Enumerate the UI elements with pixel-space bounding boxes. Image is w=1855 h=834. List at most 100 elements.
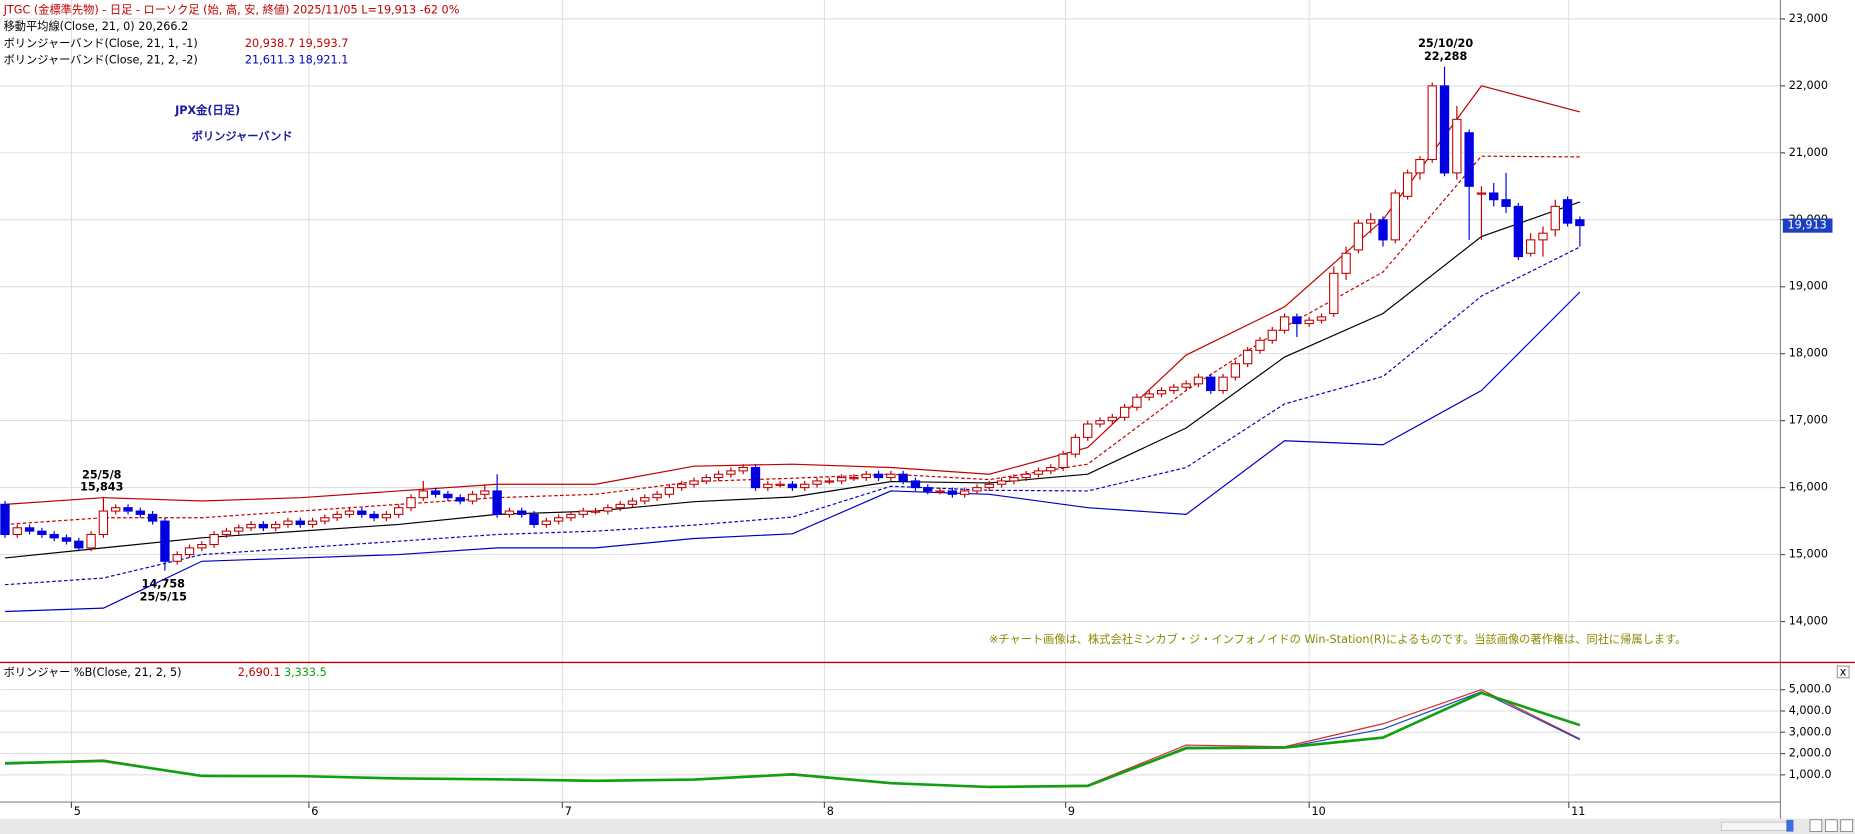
candle-body [1353,222,1364,251]
candle-body [590,510,601,513]
candle-body [750,466,761,489]
candle-body [1070,436,1081,455]
legend-text: 移動平均線(Close, 21, 0) 20,266.2 [4,19,189,33]
candle-body [1341,252,1351,274]
candle-body [234,527,244,532]
candle-body [86,533,96,549]
zoom-button[interactable] [1825,819,1838,832]
candle-body [615,503,625,509]
candle-body [1083,423,1093,438]
last-price-label: 19,913 [1788,219,1827,232]
y-tick-label: 16,000 [1789,481,1828,494]
indicator-title: ボリンジャー %B(Close, 21, 2, 5) [4,666,182,679]
series-line [4,246,1581,586]
grid-layer [0,0,1781,803]
candle-body [1156,389,1167,395]
candle-body [1538,232,1548,241]
candle-body [1021,473,1031,479]
candle-body [1304,319,1314,325]
copyright-note: ※チャート画像は、株式会社ミンカブ・ジ・インフォノイドの Win-Station… [989,632,1686,646]
candle-body [12,527,22,536]
chart-title: JTGC (金標準先物) - 日足 - ローソク足 (始, 高, 安, 終値) … [3,3,460,17]
y-tick-label: 18,000 [1789,347,1828,360]
candle-body [873,473,884,479]
series-line [4,85,1581,505]
candle-body [738,466,748,472]
annotation: 25/5/8 [82,469,122,482]
candle-body [701,477,711,482]
candle-body [1267,329,1277,341]
y-tick-label: 15,000 [1789,548,1828,561]
candle-body [135,510,145,515]
candle-body [677,483,687,489]
candle-body [1255,339,1265,351]
y-tick-label: 4,000.0 [1789,704,1832,717]
candle-body [1501,199,1511,207]
legend-value: 21,611.3 18,921.1 [245,53,348,66]
scrollbar[interactable] [0,818,1855,834]
candle-body [1316,316,1327,321]
y-tick-label: 23,000 [1789,12,1828,25]
candle-body [886,473,896,479]
y-tick-label: 2,000.0 [1789,747,1832,760]
candle-body [492,490,502,515]
candle-body [603,507,613,512]
legend-value: 20,938.7 19,593.7 [245,37,348,50]
candle-body [307,520,318,525]
scroll-thumb[interactable] [1786,819,1794,832]
legend-text: ボリンジャーバンド(Close, 21, 2, -2) [4,53,198,66]
overlay-title: JPX金(日足) [174,103,240,117]
candle-body [1144,393,1154,398]
annotation: 25/10/20 [1418,37,1473,50]
overlay-subtitle: ボリンジャーバンド [192,129,293,143]
y-tick-label: 21,000 [1789,146,1828,159]
candle-body [332,513,342,519]
candle-body [861,473,871,479]
candle-body [947,490,958,495]
candle-body [775,483,785,486]
candle-body [1218,376,1228,392]
candle-body [111,507,121,512]
x-tick-label: 11 [1571,805,1585,818]
candle-body [1046,466,1056,472]
scroll-slider[interactable] [1720,821,1793,831]
candle-body [1181,383,1191,388]
candle-body [1366,219,1376,224]
candle-body [258,523,269,529]
x-tick-label: 8 [827,805,834,818]
candle-body [197,543,207,549]
close-icon[interactable]: x [1840,666,1847,679]
candle-body [1390,192,1400,241]
candle-body [1476,192,1487,195]
candle-body [283,520,293,525]
candle-body [640,497,650,502]
candle-body [627,500,638,505]
candle-body [37,530,47,536]
candle-body [1452,118,1462,174]
series-line [4,201,1581,559]
candle-body [381,513,392,519]
x-tick-label: 5 [74,805,81,818]
candle-body [566,513,576,519]
candle-body [1378,219,1388,241]
zoom-button[interactable] [1840,819,1853,832]
candle-body [160,520,170,562]
candle-body [787,483,798,489]
indicator-value: 3,333.5 [284,666,327,679]
candle-body [295,520,305,525]
x-tick-label: 6 [311,805,318,818]
candle-body [541,520,552,525]
candle-body [553,517,564,522]
x-tick-label: 7 [565,805,572,818]
series-line [4,155,1580,526]
legend-text: ボリンジャーバンド(Close, 21, 1, -1) [4,37,198,50]
close-button[interactable] [1836,665,1850,679]
indicator-value: 2,690.1 [238,666,281,679]
candle-body [652,493,662,499]
zoom-button[interactable] [1809,819,1823,832]
y-tick-label: 19,000 [1789,280,1828,293]
candle-body [1575,219,1585,227]
candle-body [357,510,367,515]
